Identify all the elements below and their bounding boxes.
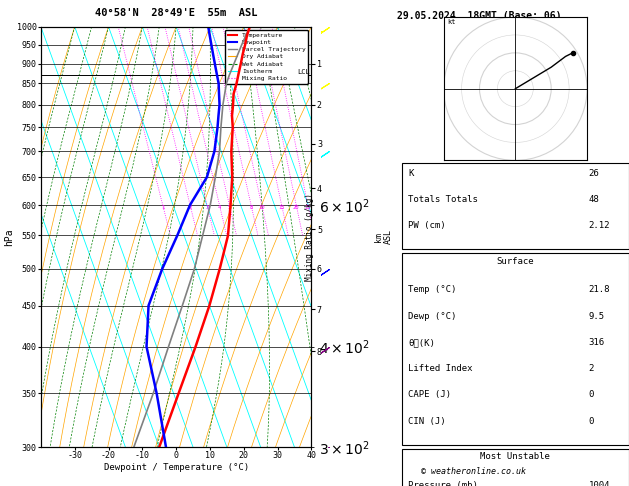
Text: 5: 5 [228,205,231,210]
Text: 26: 26 [589,169,599,178]
Text: 25: 25 [304,205,311,210]
Text: 0: 0 [589,417,594,426]
Text: CAPE (J): CAPE (J) [408,390,451,399]
Text: Lifted Index: Lifted Index [408,364,472,373]
Text: 15: 15 [279,205,285,210]
Text: 1004: 1004 [589,481,610,486]
Text: 2: 2 [189,205,192,210]
Text: Pressure (mb): Pressure (mb) [408,481,478,486]
Text: 8: 8 [250,205,253,210]
Legend: Temperature, Dewpoint, Parcel Trajectory, Dry Adiabat, Wet Adiabat, Isotherm, Mi: Temperature, Dewpoint, Parcel Trajectory… [225,30,308,84]
Text: 20: 20 [293,205,299,210]
Text: 4: 4 [218,205,221,210]
Text: Surface: Surface [496,257,534,266]
Text: Most Unstable: Most Unstable [481,452,550,462]
Text: PW (cm): PW (cm) [408,221,445,230]
Bar [402,253,629,445]
Text: 9.5: 9.5 [589,312,604,321]
Text: © weatheronline.co.uk: © weatheronline.co.uk [421,467,526,476]
Text: 48: 48 [589,195,599,204]
Text: Totals Totals: Totals Totals [408,195,478,204]
Text: 0: 0 [589,390,594,399]
Bar [402,163,629,249]
X-axis label: Dewpoint / Temperature (°C): Dewpoint / Temperature (°C) [104,463,248,472]
Text: 2: 2 [589,364,594,373]
Text: 2.12: 2.12 [589,221,610,230]
Text: 316: 316 [589,338,604,347]
Text: 3: 3 [206,205,209,210]
Text: kt: kt [447,19,456,25]
Text: LCL: LCL [297,69,309,75]
Y-axis label: km
ASL: km ASL [374,229,393,244]
Text: CIN (J): CIN (J) [408,417,445,426]
Text: 10: 10 [259,205,265,210]
Text: Temp (°C): Temp (°C) [408,285,456,295]
Text: 29.05.2024  18GMT (Base: 06): 29.05.2024 18GMT (Base: 06) [398,11,562,21]
Text: 1: 1 [161,205,164,210]
Text: θᴇ(K): θᴇ(K) [408,338,435,347]
Text: 21.8: 21.8 [589,285,610,295]
Text: Mixing Ratio (g/kg): Mixing Ratio (g/kg) [306,193,314,281]
Text: Dewp (°C): Dewp (°C) [408,312,456,321]
Text: 40°58'N  28°49'E  55m  ASL: 40°58'N 28°49'E 55m ASL [95,8,257,18]
Y-axis label: hPa: hPa [4,228,14,246]
Bar [402,449,629,486]
Text: K: K [408,169,413,178]
